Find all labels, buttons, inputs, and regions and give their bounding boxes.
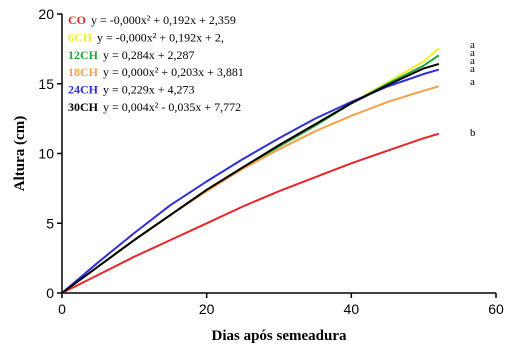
axes: 0 20 40 60 0 5 10 15 20 Dias após semeadura Altura… xyxy=(12,6,504,344)
x-tick-label: 40 xyxy=(344,301,360,317)
legend-series-name: 12CH xyxy=(68,48,99,62)
y-axis-title: Altura (cm) xyxy=(12,116,28,191)
legend-equation: y = 0,229x + 4,273 xyxy=(103,83,195,97)
legend-series-name: 24CH xyxy=(68,83,99,97)
legend-series-name: 6CH xyxy=(68,30,93,44)
legend-equation: y = 0,004x² - 0,035x + 7,772 xyxy=(103,100,241,114)
significance-24ch: a xyxy=(470,63,475,75)
y-tick-label: 0 xyxy=(46,285,54,301)
significance-18ch: a xyxy=(470,76,475,88)
x-axis-title: Dias após semeadura xyxy=(211,328,347,344)
legend-entry-18ch: 18CH y = 0,000x² + 0,203x + 3,881 xyxy=(68,65,244,79)
x-tick-label: 60 xyxy=(488,301,504,317)
series-lines xyxy=(61,47,440,294)
series-line-30ch xyxy=(61,63,440,294)
significance-co: b xyxy=(470,127,476,139)
x-tick-label: 0 xyxy=(58,301,66,317)
legend-equation: y = 0,000x² + 0,203x + 3,881 xyxy=(103,65,244,79)
legend-series-name: CO xyxy=(68,13,86,27)
legend-entry-co: CO y = -0,000x² + 0,192x + 2,359 xyxy=(68,13,236,27)
significance-6ch: a xyxy=(470,39,475,51)
y-tick-label: 5 xyxy=(46,215,54,231)
series-line-18ch xyxy=(61,85,440,294)
legend-entry-24ch: 24CH y = 0,229x + 4,273 xyxy=(68,83,195,97)
legend-equation: y = 0,284x + 2,287 xyxy=(103,48,195,62)
series-line-co xyxy=(61,133,440,294)
y-tick-label: 10 xyxy=(38,146,54,162)
legend-equation: y = -0,000x² + 0,192x + 2,359 xyxy=(91,13,236,27)
legend: CO y = -0,000x² + 0,192x + 2,359 6CH y = -0… xyxy=(68,13,244,114)
y-tick-label: 15 xyxy=(38,76,54,92)
legend-series-name: 30CH xyxy=(68,100,99,114)
y-tick-label: 20 xyxy=(38,6,54,22)
legend-entry-12ch: 12CH y = 0,284x + 2,287 xyxy=(68,48,195,62)
significance-30ch: a xyxy=(470,55,475,67)
legend-entry-30ch: 30CH y = 0,004x² - 0,035x + 7,772 xyxy=(68,100,241,114)
x-tick-label: 20 xyxy=(199,301,215,317)
legend-entry-6ch: 6CH y = -0,000x² + 0,192x + 2, xyxy=(68,30,224,44)
legend-equation: y = -0,000x² + 0,192x + 2, xyxy=(97,30,224,44)
series-line-24ch xyxy=(61,68,440,294)
significance-12ch: a xyxy=(470,47,475,59)
legend-series-name: 18CH xyxy=(68,65,99,79)
